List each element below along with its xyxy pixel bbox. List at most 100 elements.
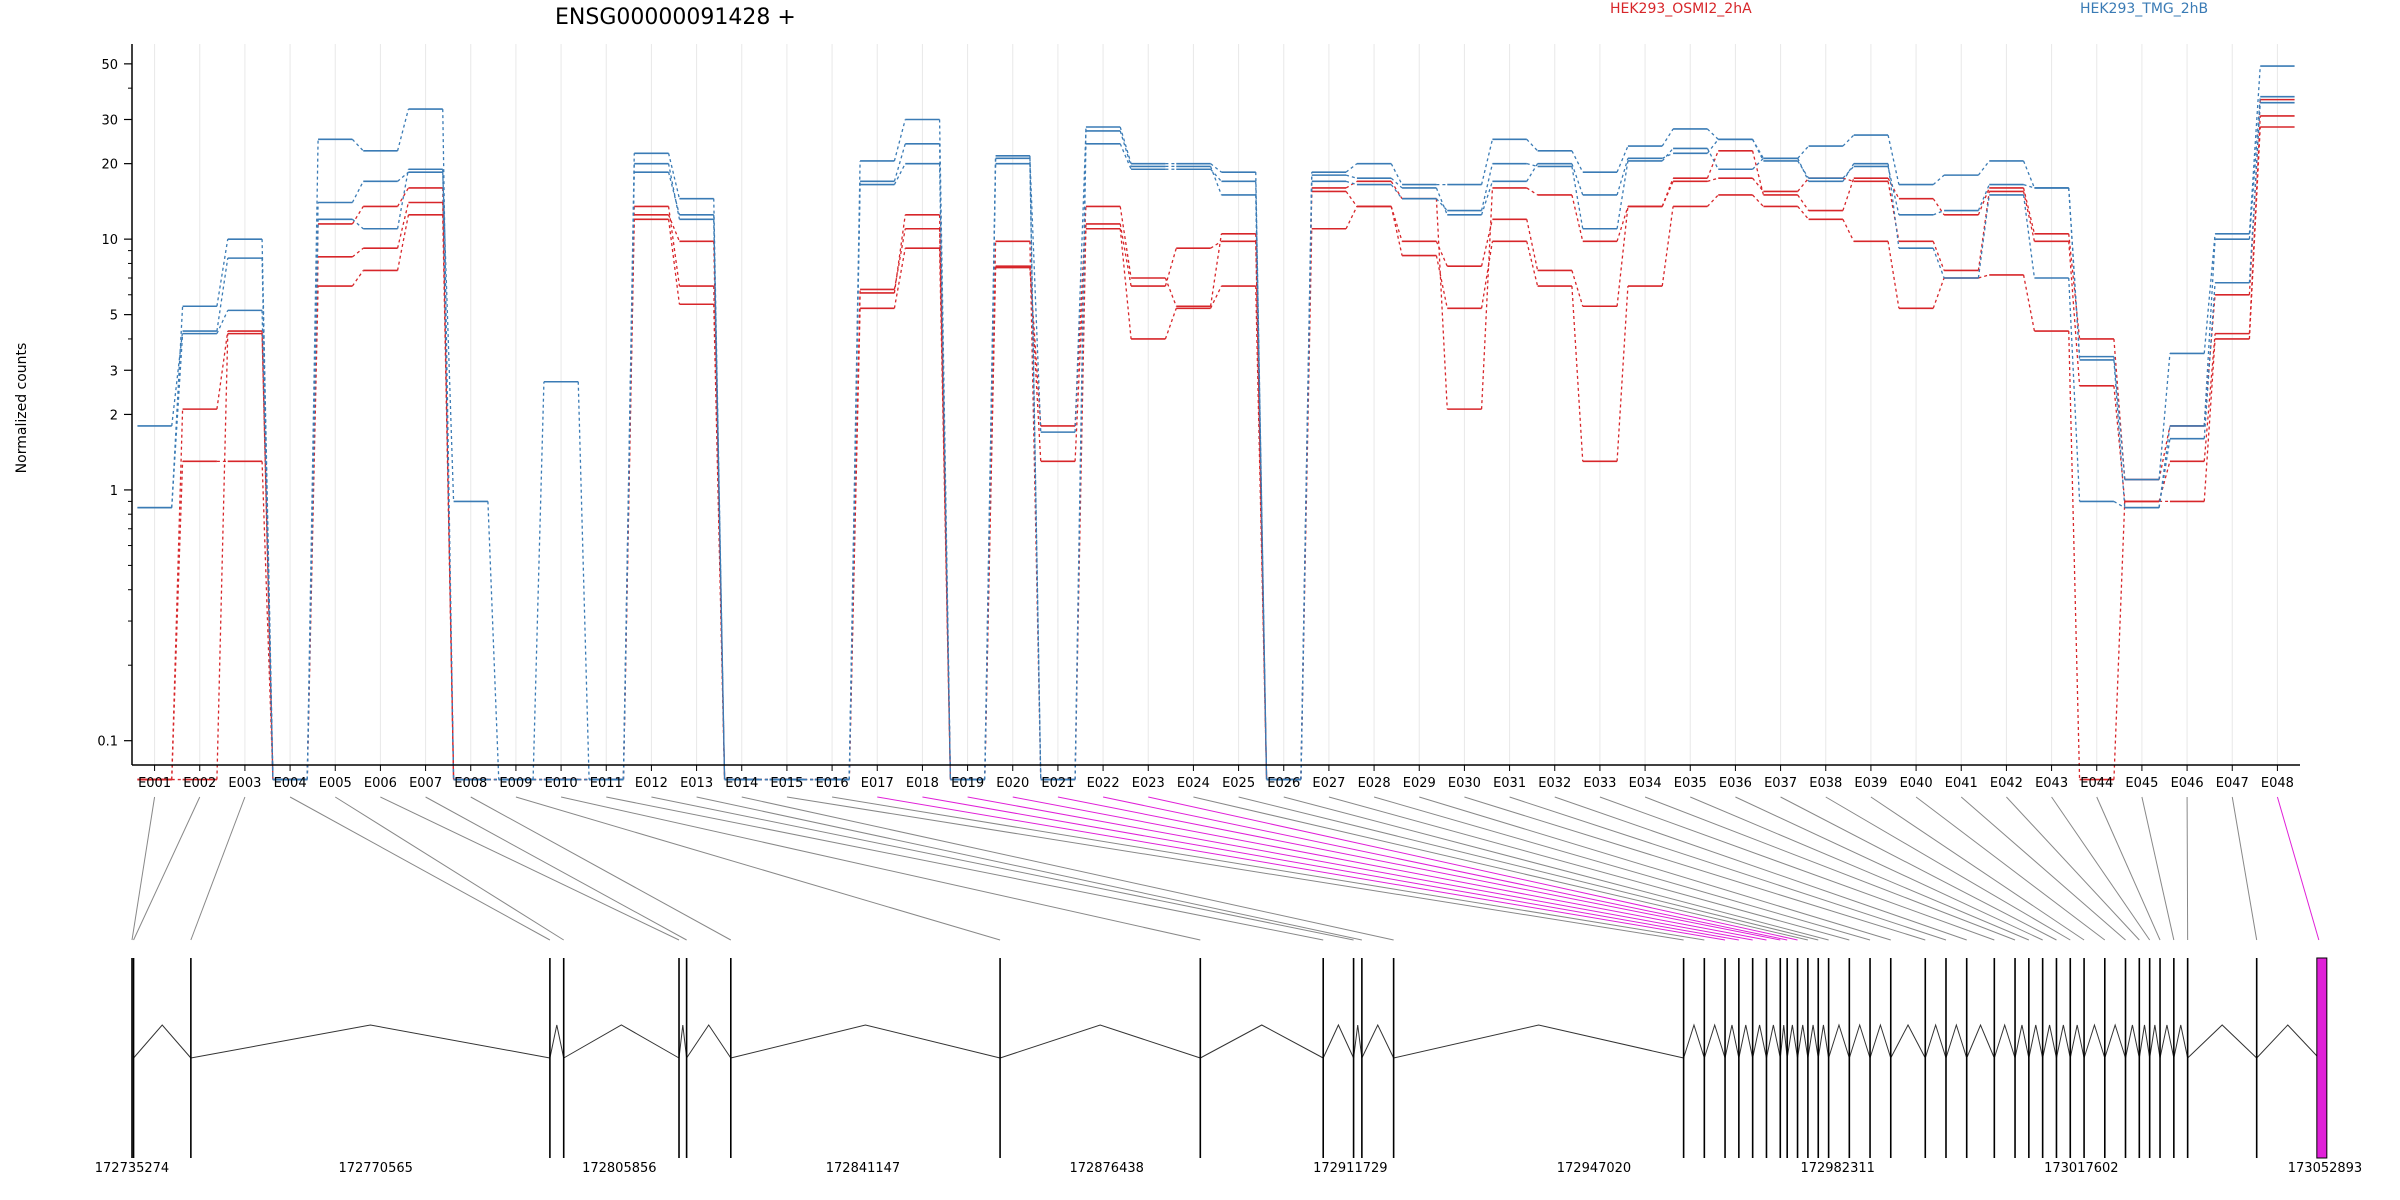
series-connector: [1571, 270, 1584, 307]
intron-chevron: [1828, 1023, 1850, 1059]
series-connector: [1480, 241, 1494, 309]
series-connector: [938, 163, 952, 780]
exon-label: E010: [545, 776, 578, 791]
series-connector: [984, 267, 997, 780]
series-connector: [2113, 501, 2126, 780]
series-connector: [1526, 163, 1539, 182]
series-connector: [1480, 139, 1494, 185]
exon-label: E004: [274, 776, 307, 791]
intron-chevron: [678, 1024, 688, 1059]
series-connector: [1029, 158, 1042, 433]
y-tick-label: 3: [110, 364, 118, 379]
series-connector: [352, 247, 364, 258]
series-connector: [1887, 241, 1900, 309]
series-connector: [1616, 206, 1629, 307]
series-connector: [1526, 163, 1538, 168]
intron-chevron: [1683, 1023, 1705, 1059]
intron-chevron: [2104, 1023, 2126, 1059]
series-connector: [1345, 191, 1358, 207]
series-connector: [1526, 241, 1539, 287]
series-connector: [1435, 198, 1448, 410]
exon-connector: [1870, 796, 2085, 941]
series-4: [137, 95, 2295, 781]
exon-connector: [1554, 796, 1967, 941]
series-connector: [1209, 233, 1223, 307]
exon-label: E026: [1267, 776, 1300, 791]
exon-connector: [1283, 796, 1829, 941]
intron-chevron: [1322, 1023, 1355, 1059]
series-connector: [1480, 219, 1494, 267]
exon-connector: [1238, 796, 1819, 941]
exon-label: E032: [1538, 776, 1571, 791]
series-connector: [1480, 187, 1494, 410]
intron-chevron: [1724, 1024, 1740, 1059]
series-connector: [938, 228, 952, 780]
series-connector: [532, 381, 545, 780]
series-connector: [1571, 286, 1584, 462]
exon-label: E003: [228, 776, 261, 791]
series-connector: [667, 153, 681, 199]
intron-chevron: [2083, 1023, 2106, 1059]
series-connector: [848, 160, 861, 780]
exon-label: E011: [590, 776, 623, 791]
exon-connector: [786, 796, 1684, 941]
series-connector: [2203, 282, 2216, 439]
series-connector: [1977, 160, 1990, 176]
exon-label: E016: [816, 776, 849, 791]
series-connector: [1390, 163, 1403, 185]
series-connector: [1977, 187, 1990, 216]
intron-chevron: [686, 1024, 732, 1059]
series-connector: [397, 171, 409, 182]
exon-label: E008: [454, 776, 487, 791]
series-connector: [1074, 223, 1087, 780]
series-3: [137, 101, 2295, 781]
coordinate-label: 172982311: [1800, 1161, 1874, 1176]
exon-connector: [2276, 796, 2320, 941]
intron-chevron: [1807, 1024, 1819, 1059]
exon-label: E031: [1493, 776, 1526, 791]
series-connector: [442, 172, 455, 502]
series-connector: [2158, 353, 2171, 480]
exon-label: E023: [1132, 776, 1165, 791]
series-connector: [1752, 177, 1764, 192]
exon-label: E048: [2261, 776, 2294, 791]
series-connector: [1752, 157, 1764, 170]
exon-connector: [1057, 796, 1781, 941]
intron-chevron: [2159, 1024, 2175, 1059]
series-connector: [1932, 241, 1945, 271]
series-connector: [848, 181, 861, 780]
exon-connector: [1102, 796, 1788, 941]
series-connector: [1345, 163, 1358, 173]
series-connector: [2023, 183, 2035, 189]
exon-labels: E001 E002 E003 E004 E005 E006 E007 E008 E009 E010…: [138, 765, 2294, 791]
exon-label: E020: [996, 776, 1029, 791]
series-connector: [667, 214, 681, 242]
exon-label: E028: [1358, 776, 1391, 791]
series-connector: [2068, 187, 2081, 357]
series-connector: [1616, 160, 1629, 229]
intron-chevron: [1779, 1024, 1788, 1059]
series-connector: [2248, 126, 2261, 339]
exon-label: E005: [319, 776, 352, 791]
series-lines: [137, 65, 2295, 781]
intron-chevron: [1353, 1024, 1363, 1059]
y-tick-label: 0.1: [97, 735, 118, 750]
exon-label: E046: [2171, 776, 2204, 791]
exon-connector: [2051, 796, 2151, 941]
series-connector: [351, 270, 364, 287]
exon-connector: [1148, 796, 1798, 941]
series-connector: [1300, 181, 1313, 780]
exon-box: [2316, 957, 2328, 1159]
series-connector: [1661, 177, 1674, 207]
y-axis-ticks: 0.1 1 2 3 5 10 20 30 50: [97, 58, 132, 750]
exon-label: E035: [1674, 776, 1707, 791]
exon-label: E022: [1087, 776, 1120, 791]
series-connector: [1119, 130, 1132, 167]
coordinate-label: 172770565: [338, 1161, 412, 1176]
series-connector: [2113, 356, 2126, 480]
exon-connector: [1644, 796, 2016, 941]
series-connector: [667, 206, 681, 287]
intron-chevron: [2055, 1024, 2071, 1059]
series-connector: [2022, 191, 2036, 242]
exon-label: E043: [2035, 776, 2068, 791]
